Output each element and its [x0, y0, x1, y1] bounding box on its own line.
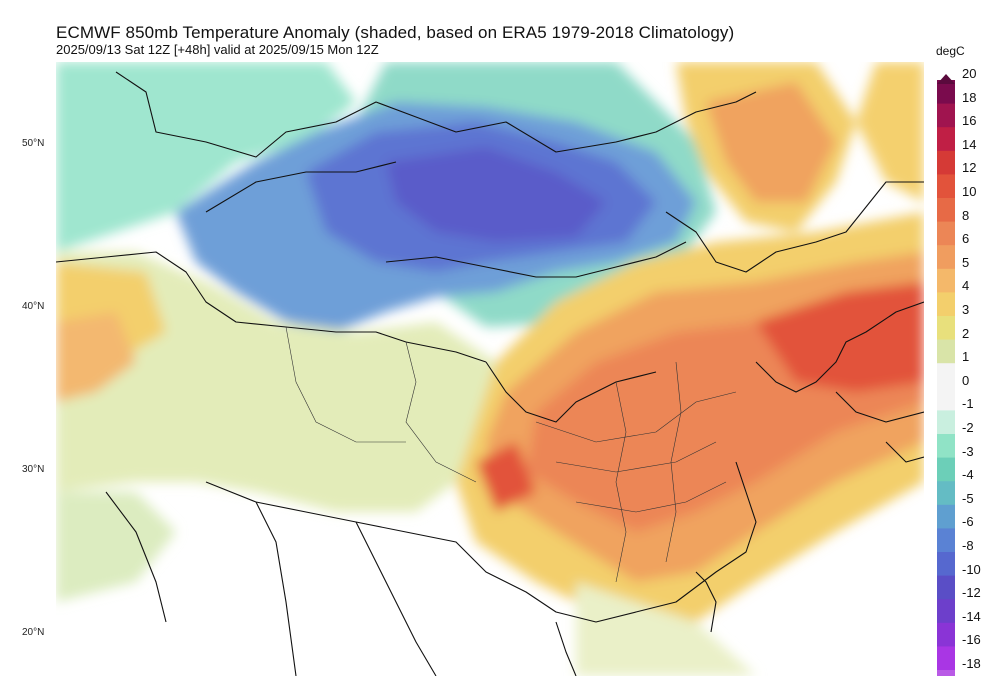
colorbar-tick-label: 2 — [962, 325, 970, 341]
colorbar-swatch — [937, 363, 955, 388]
colorbar-swatch — [937, 410, 955, 435]
colorbar-swatch — [937, 292, 955, 317]
colorbar-tick-label: -18 — [962, 656, 981, 671]
chart-title: ECMWF 850mb Temperature Anomaly (shaded,… — [56, 23, 735, 42]
colorbar-tick-label: 1 — [962, 349, 970, 365]
colorbar-swatch — [937, 339, 955, 364]
colorbar-swatch — [937, 127, 955, 152]
colorbar-swatch — [937, 528, 955, 553]
colorbar-swatch — [937, 504, 955, 529]
colorbar-tick-label: -4 — [962, 467, 974, 483]
colorbar-swatch — [937, 174, 955, 199]
colorbar-swatch — [937, 575, 955, 600]
colorbar-tick-label: 12 — [962, 160, 977, 176]
colorbar-tick-label: -12 — [962, 585, 981, 601]
province-borders — [285, 326, 737, 583]
colorbar-swatch — [937, 552, 955, 577]
anomaly-map — [56, 62, 924, 676]
valid-time-subtitle: 2025/09/13 Sat 12Z [+48h] valid at 2025/… — [56, 42, 379, 57]
colorbar-unit-label: degC — [936, 44, 965, 58]
shaded-anomaly-field — [56, 62, 924, 676]
colorbar-tick-label: -16 — [962, 632, 981, 648]
colorbar-swatch — [937, 198, 955, 223]
colorbar-swatch — [937, 221, 955, 246]
colorbar-tick-label: -8 — [962, 538, 974, 553]
colorbar-tick-label: -2 — [962, 420, 974, 435]
colorbar-swatch — [937, 268, 955, 293]
colorbar-swatch — [937, 80, 955, 105]
colorbar-tick-label: 3 — [962, 302, 970, 317]
colorbar-tick-label: 18 — [962, 89, 977, 105]
colorbar-tick-label: -10 — [962, 561, 981, 577]
colorbar-tick-label: 6 — [962, 231, 970, 247]
colorbar-swatch — [937, 457, 955, 482]
colorbar-tick-label: -5 — [962, 490, 974, 506]
colorbar-swatch — [937, 434, 955, 459]
colorbar-swatch — [937, 150, 955, 175]
colorbar-tick-label: 14 — [962, 136, 977, 152]
lat-label-50n: 50°N — [22, 138, 45, 149]
colorbar — [937, 74, 955, 676]
map-canvas — [56, 62, 924, 676]
colorbar-tick-label: -3 — [962, 443, 974, 459]
colorbar-tick-label: 10 — [962, 184, 977, 199]
colorbar-swatch — [937, 670, 955, 676]
colorbar-tick-label: 5 — [962, 254, 970, 270]
colorbar-tick-label: -6 — [962, 514, 974, 530]
colorbar-swatch — [937, 481, 955, 506]
colorbar-tick-label: 16 — [962, 113, 977, 129]
colorbar-swatch — [937, 622, 955, 647]
colorbar-tick-label: 0 — [962, 372, 970, 388]
lat-label-20n: 20°N — [22, 627, 45, 638]
colorbar-tick-label: 20 — [962, 66, 977, 81]
colorbar-swatch — [937, 316, 955, 341]
lat-label-30n: 30°N — [22, 464, 45, 475]
colorbar-tick-label: 4 — [962, 278, 970, 294]
colorbar-swatch — [937, 103, 955, 128]
colorbar-swatch — [937, 646, 955, 671]
country-borders — [56, 71, 924, 676]
colorbar-swatch — [937, 245, 955, 270]
colorbar-swatch — [937, 386, 955, 411]
lat-label-40n: 40°N — [22, 301, 45, 312]
colorbar-extend-arrow — [937, 74, 955, 84]
colorbar-swatch — [937, 599, 955, 624]
colorbar-tick-label: -14 — [962, 608, 981, 624]
colorbar-tick-label: 8 — [962, 207, 970, 223]
colorbar-tick-label: -1 — [962, 396, 974, 412]
